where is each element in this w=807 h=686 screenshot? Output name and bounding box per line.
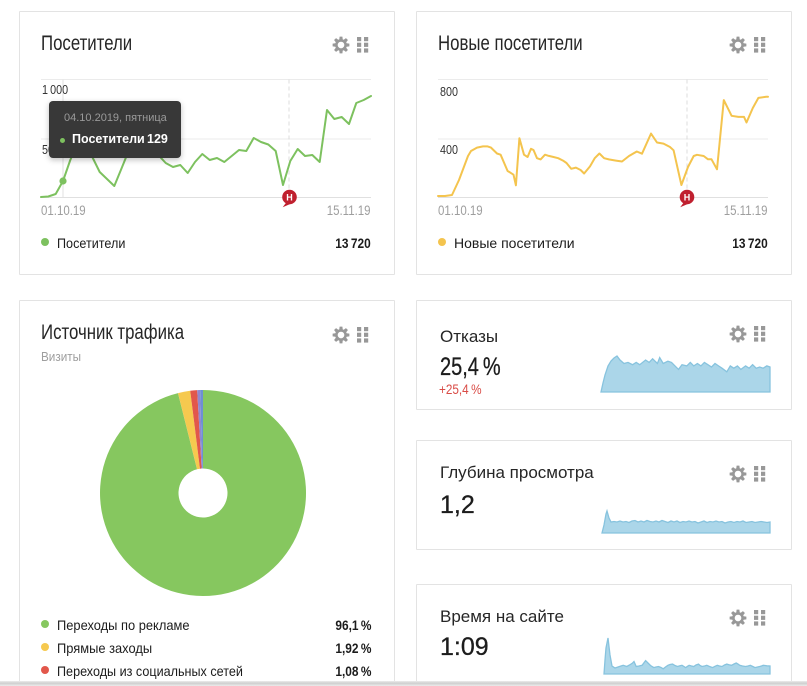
svg-text:Н: Н [286,192,293,202]
svg-text:Н: Н [684,192,691,202]
